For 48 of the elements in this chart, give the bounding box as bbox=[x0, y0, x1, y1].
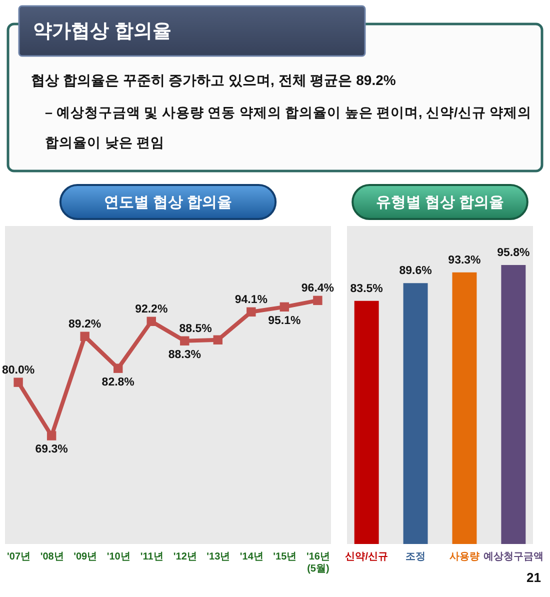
x-tick-label: '14년 bbox=[240, 552, 264, 562]
chart-title: 연도별 협상 합의율 bbox=[104, 194, 232, 211]
point bbox=[146, 316, 156, 326]
bar bbox=[501, 265, 526, 544]
data-label: 88.5% bbox=[179, 322, 212, 335]
data-label: 83.5% bbox=[350, 282, 383, 295]
bar bbox=[452, 272, 477, 544]
data-label: 94.1% bbox=[234, 294, 268, 306]
point bbox=[113, 364, 123, 373]
point bbox=[46, 431, 56, 440]
x-tick-label: '08년 bbox=[40, 552, 64, 562]
data-label: 69.3% bbox=[35, 444, 68, 456]
data-label: 95.8% bbox=[497, 247, 530, 260]
point bbox=[14, 378, 23, 387]
x-tick-label: '16년(5월) bbox=[306, 552, 330, 574]
data-label: 93.3% bbox=[448, 254, 481, 266]
text: 협상 합의율은 꾸준히 증가하고 있으며, 전체 평균은 89.2% bbox=[31, 72, 396, 88]
data-label: 82.8% bbox=[102, 376, 134, 388]
x-tick-label: 조정 bbox=[406, 552, 426, 562]
bar bbox=[354, 300, 379, 544]
data-label: 96.4% bbox=[301, 282, 334, 294]
x-tick-label: '10년 bbox=[106, 552, 130, 562]
bar bbox=[403, 283, 428, 544]
data-label: 89.2% bbox=[68, 318, 102, 330]
point bbox=[246, 307, 256, 317]
x-tick-label: '12년 bbox=[173, 552, 197, 562]
point bbox=[313, 296, 322, 306]
text: – 예상청구금액 및 사용량 연동 약제의 합의율이 높은 편이며, 신약/신규 약제의 합의율이 낮은 편임 bbox=[45, 105, 532, 150]
data-label: 88.3% bbox=[168, 348, 201, 361]
x-tick-label: 예상청구금액 bbox=[483, 552, 544, 562]
x-tick-label: '11년 bbox=[140, 552, 164, 562]
x-tick-label: '09년 bbox=[74, 552, 98, 562]
data-label: 95.1% bbox=[268, 314, 301, 327]
point bbox=[80, 332, 90, 341]
text: 21 bbox=[526, 570, 541, 585]
data-label: 80.0% bbox=[2, 364, 35, 376]
chart-title: 유형별 협상 합의율 bbox=[376, 194, 504, 211]
text: 약가협상 합의율 bbox=[33, 21, 172, 42]
point bbox=[180, 336, 190, 346]
x-tick-label: '13년 bbox=[206, 552, 230, 562]
data-label: 89.6% bbox=[399, 265, 432, 278]
data-label: 92.2% bbox=[135, 303, 168, 316]
point bbox=[213, 335, 223, 344]
x-tick-label: '15년 bbox=[273, 552, 297, 562]
x-tick-label: 사용량 bbox=[449, 552, 480, 562]
x-tick-label: '07년 bbox=[7, 552, 31, 562]
x-tick-label: 신약/신규 bbox=[345, 552, 388, 562]
point bbox=[280, 302, 290, 312]
